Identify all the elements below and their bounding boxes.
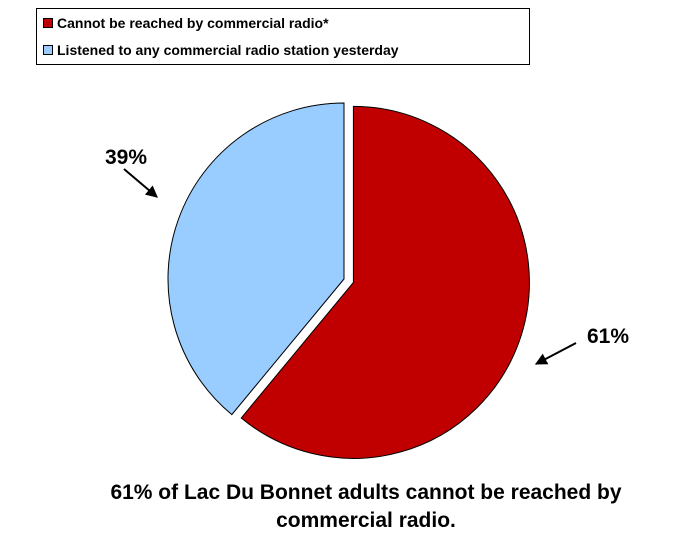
slice-label-39: 39% [105, 146, 147, 169]
legend-label-cannot-reach: Cannot be reached by commercial radio* [57, 15, 329, 31]
chart-caption: 61% of Lac Du Bonnet adults cannot be re… [110, 481, 622, 532]
legend-label-listened: Listened to any commercial radio station… [57, 42, 399, 58]
legend-item-cannot-reach: Cannot be reached by commercial radio* [43, 15, 329, 31]
pie-slice-cannot-reach [240, 105, 530, 459]
pie-chart: 61% 39% [105, 102, 629, 459]
slice-label-61: 61% [587, 325, 629, 348]
chart-legend: Cannot be reached by commercial radio* L… [36, 8, 530, 65]
legend-swatch-cannot-reach [43, 18, 53, 28]
legend-swatch-listened [43, 45, 53, 55]
slice-label-61-arrow [534, 342, 577, 365]
slice-label-39-arrow [123, 168, 158, 198]
legend-item-listened: Listened to any commercial radio station… [43, 42, 399, 58]
pie-slice-listened [167, 102, 345, 416]
